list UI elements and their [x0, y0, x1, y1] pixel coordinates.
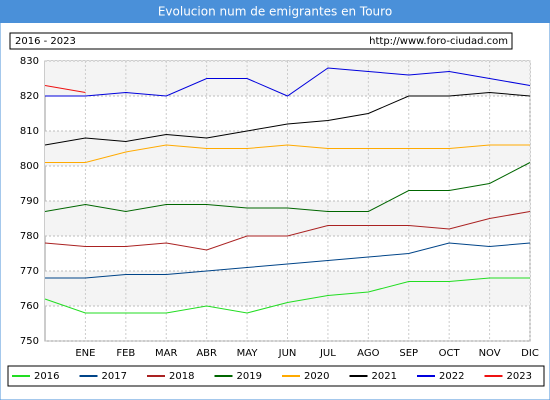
grid-band [45, 131, 530, 166]
y-tick-label: 750 [20, 336, 39, 347]
legend-label: 2021 [372, 371, 397, 382]
x-tick-label: AGO [357, 348, 379, 359]
grid-band [45, 271, 530, 306]
title-bar [0, 0, 550, 23]
y-tick-label: 760 [20, 301, 39, 312]
x-tick-label: SEP [399, 348, 418, 359]
info-box [9, 32, 513, 50]
y-tick-label: 790 [20, 196, 39, 207]
legend-label: 2023 [507, 371, 532, 382]
series-line [44, 211, 531, 251]
y-tick-label: 810 [20, 126, 39, 137]
y-tick-label: 820 [20, 91, 39, 102]
source: http://www.foro-ciudad.com [369, 36, 508, 47]
x-tick-label: MAY [237, 348, 259, 359]
legend-label: 2016 [34, 371, 59, 382]
x-tick-label: ABR [196, 348, 217, 359]
legend-label: 2017 [102, 371, 127, 382]
chart-title: Evolucion num de emigrantes en Touro [158, 5, 392, 19]
x-tick-label: JUL [319, 348, 336, 359]
series-line [44, 91, 531, 146]
legend-label: 2020 [304, 371, 329, 382]
x-tick-label: NOV [479, 348, 501, 359]
series-line [44, 162, 531, 213]
x-tick-label: ENE [75, 348, 95, 359]
series-line [45, 144, 530, 163]
period: 2016 - 2023 [15, 36, 76, 47]
x-tick-label: DIC [521, 348, 539, 359]
series-line [45, 242, 531, 279]
y-tick-label: 770 [20, 266, 39, 277]
series-line [45, 67, 531, 97]
legend-label: 2019 [237, 371, 262, 382]
legend-box [7, 365, 545, 387]
legend-label: 2018 [169, 371, 194, 382]
x-tick-label: JUN [278, 348, 297, 359]
y-tick-label: 780 [20, 231, 39, 242]
y-tick-label: 800 [20, 161, 39, 172]
y-tick-label: 830 [20, 56, 39, 67]
series-line [44, 85, 86, 93]
legend-label: 2022 [439, 371, 464, 382]
x-tick-label: FEB [116, 348, 135, 359]
x-tick-label: MAR [155, 348, 177, 359]
series-line [44, 277, 530, 314]
x-tick-label: OCT [439, 348, 461, 359]
